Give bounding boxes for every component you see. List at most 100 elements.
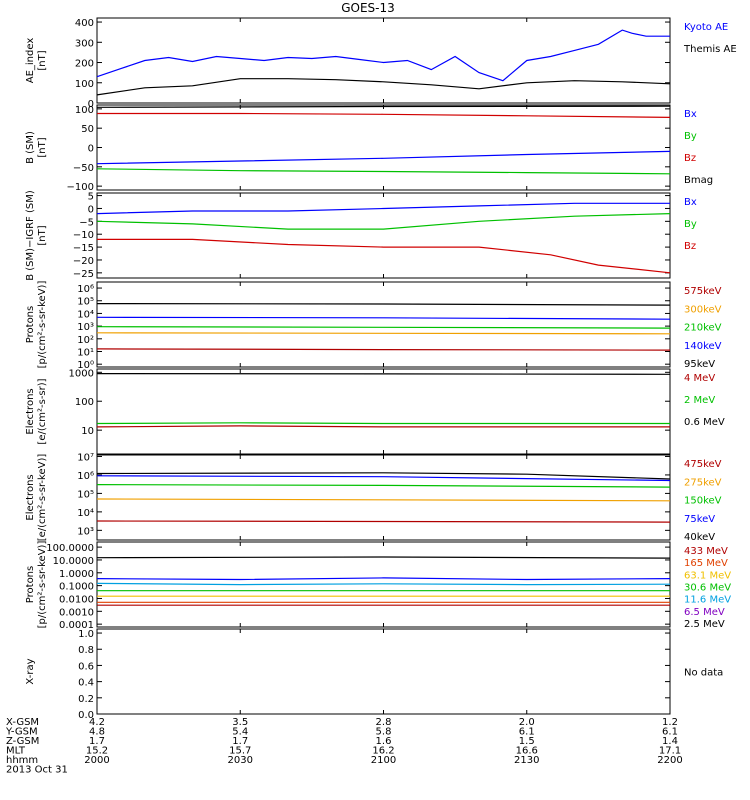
panel-5-ytick-label: 100 [75,397,94,408]
panel-3-yunit: [nT] [37,225,48,245]
panel-4-series-300kev [96,332,671,335]
panel-6-ytick-label: 10⁴ [77,508,94,519]
panel-8-ytick-label: 1.0 [78,629,94,640]
xaxis-row-label: hhmm [6,755,38,766]
panel-2-series-by [96,168,671,175]
xaxis-row-value: 4.8 [89,727,105,738]
panel-2-frame [96,104,671,191]
xaxis-row-value: 5.4 [232,727,248,738]
panel-3-ytick-label: −5 [79,217,94,228]
panel-6-frame [96,454,671,541]
panel-7-legend-entry: 6.5 MeV [684,607,725,618]
panel-8-ytick-label: 0.0 [78,710,94,721]
panel-2-ylabel: B (SM) [25,131,36,164]
panel-7-series-6-5-mev [96,577,671,581]
plot-title: GOES-13 [341,1,395,15]
xaxis-row-value: 2.0 [519,717,535,728]
panel-6-ylabel: Electrons [25,474,36,520]
panel-4-legend-entry: 140keV [684,341,722,352]
xaxis-row-value: 2200 [657,755,682,766]
panel-4-legend-entry: 210keV [684,323,722,334]
xaxis-row-label: Z-GSM [6,736,39,747]
panel-1-yunit: [nT] [37,50,48,70]
panel-8-ytick-label: 0.8 [78,645,94,656]
panel-1-ylabel: AE_index [25,38,36,84]
panel-2-ytick-label: 100 [75,105,94,116]
panel-2-series-bmag [96,105,671,108]
panel-3-ytick-label: 5 [88,192,94,203]
panel-2-ytick-label: −50 [73,163,94,174]
xaxis-row-value: 1.5 [519,736,535,747]
panel-7-legend-entry: 63.1 MeV [684,570,731,581]
panel-7-ytick-label: 0.1000 [59,582,94,593]
xaxis-row-value: 5.8 [376,727,392,738]
panel-7-legend-entry: 433 MeV [684,546,728,557]
panel-1-series-themis-ae [96,78,671,96]
panel-6-legend-entry: 475keV [684,459,722,470]
panel-2-ytick-label: 50 [81,124,94,135]
xaxis-row-value: 2000 [84,755,109,766]
panel-2-ytick-label: −100 [67,182,94,193]
xaxis-row-value: 4.2 [89,717,105,728]
panel-1-series-kyoto-ae [96,29,670,82]
xaxis-row-value: 17.1 [659,746,681,757]
xaxis-row-value: 16.6 [516,746,538,757]
panel-2-ytick-label: 0 [88,144,94,155]
panel-6-legend-entry: 150keV [684,496,722,507]
panel-4-ytick-label: 10⁶ [77,284,94,295]
panel-3-frame [96,192,671,279]
panel-5-series-0-6-mev [96,373,671,375]
panel-2-series-bx [96,150,671,165]
panel-6-legend-entry: 75keV [684,514,715,525]
panel-7-legend-entry: 11.6 MeV [684,595,731,606]
xaxis-row-value: 1.2 [662,717,678,728]
panel-6-series-275kev [96,498,671,502]
panel-1-ytick-label: 300 [75,38,94,49]
panel-3-ytick-label: −20 [73,256,94,267]
panel-3-ytick-label: 0 [88,204,94,215]
panel-7-series-2-5-mev [96,556,671,559]
panel-4-series-210kev [96,326,671,329]
panel-5-series-2-mev [96,422,670,425]
xaxis-row-value: 16.2 [372,746,394,757]
panel-1-ytick-label: 100 [75,79,94,90]
panel-7-legend-entry: 30.6 MeV [684,583,731,594]
panel-6-series-475kev [96,520,671,523]
xaxis-row-value: 15.2 [86,746,108,757]
xaxis-row-value: 1.7 [232,736,248,747]
xaxis-row-value: 15.7 [229,746,251,757]
panel-7-ytick-label: 0.0001 [59,620,94,631]
panel-5-series-4-mev [96,425,670,428]
panel-2-legend-entry: Bz [684,153,696,164]
xaxis-row-label: Y-GSM [5,727,38,738]
xaxis-row-value: 2.8 [376,717,392,728]
panel-3-series-bx [96,202,670,215]
panel-3-series-bz [97,238,671,274]
panel-7-legend-entry: 165 MeV [684,558,728,569]
date-label: 2013 Oct 31 [6,765,68,776]
panel-8-ytick-label: 0.4 [78,678,94,689]
panel-4-yunit: [p/(cm²-s-sr-keV)] [37,281,48,369]
panel-3-ylabel: B (SM)−IGRF (SM) [25,190,36,281]
panel-7-ytick-label: 10.0000 [53,556,94,567]
xaxis-row-label: X-GSM [6,717,39,728]
panel-2-legend-entry: Bmag [684,175,713,186]
panel-3-ytick-label: −10 [73,230,94,241]
panel-6-series-40kev [96,472,671,480]
panel-4-ylabel: Protons [25,306,36,343]
xaxis-row-value: 2130 [514,755,539,766]
panel-6-ytick-label: 10³ [77,526,94,537]
panel-5-ytick-label: 1000 [69,368,94,379]
xaxis-row-value: 2100 [371,755,396,766]
xaxis-row-value: 2030 [228,755,253,766]
panel-5-legend-entry: 2 MeV [684,395,715,406]
panel-4-legend-entry: 575keV [684,286,722,297]
panel-8-ylabel: X-ray [25,658,36,684]
panel-7-ylabel: Protons [25,566,36,603]
panel-4-ytick-label: 10² [77,335,94,346]
panel-3-series-by [96,213,671,230]
panel-1-ytick-label: 0 [88,99,94,110]
panel-4-ytick-label: 10³ [77,322,94,333]
panel-4-series-575kev [96,348,671,351]
